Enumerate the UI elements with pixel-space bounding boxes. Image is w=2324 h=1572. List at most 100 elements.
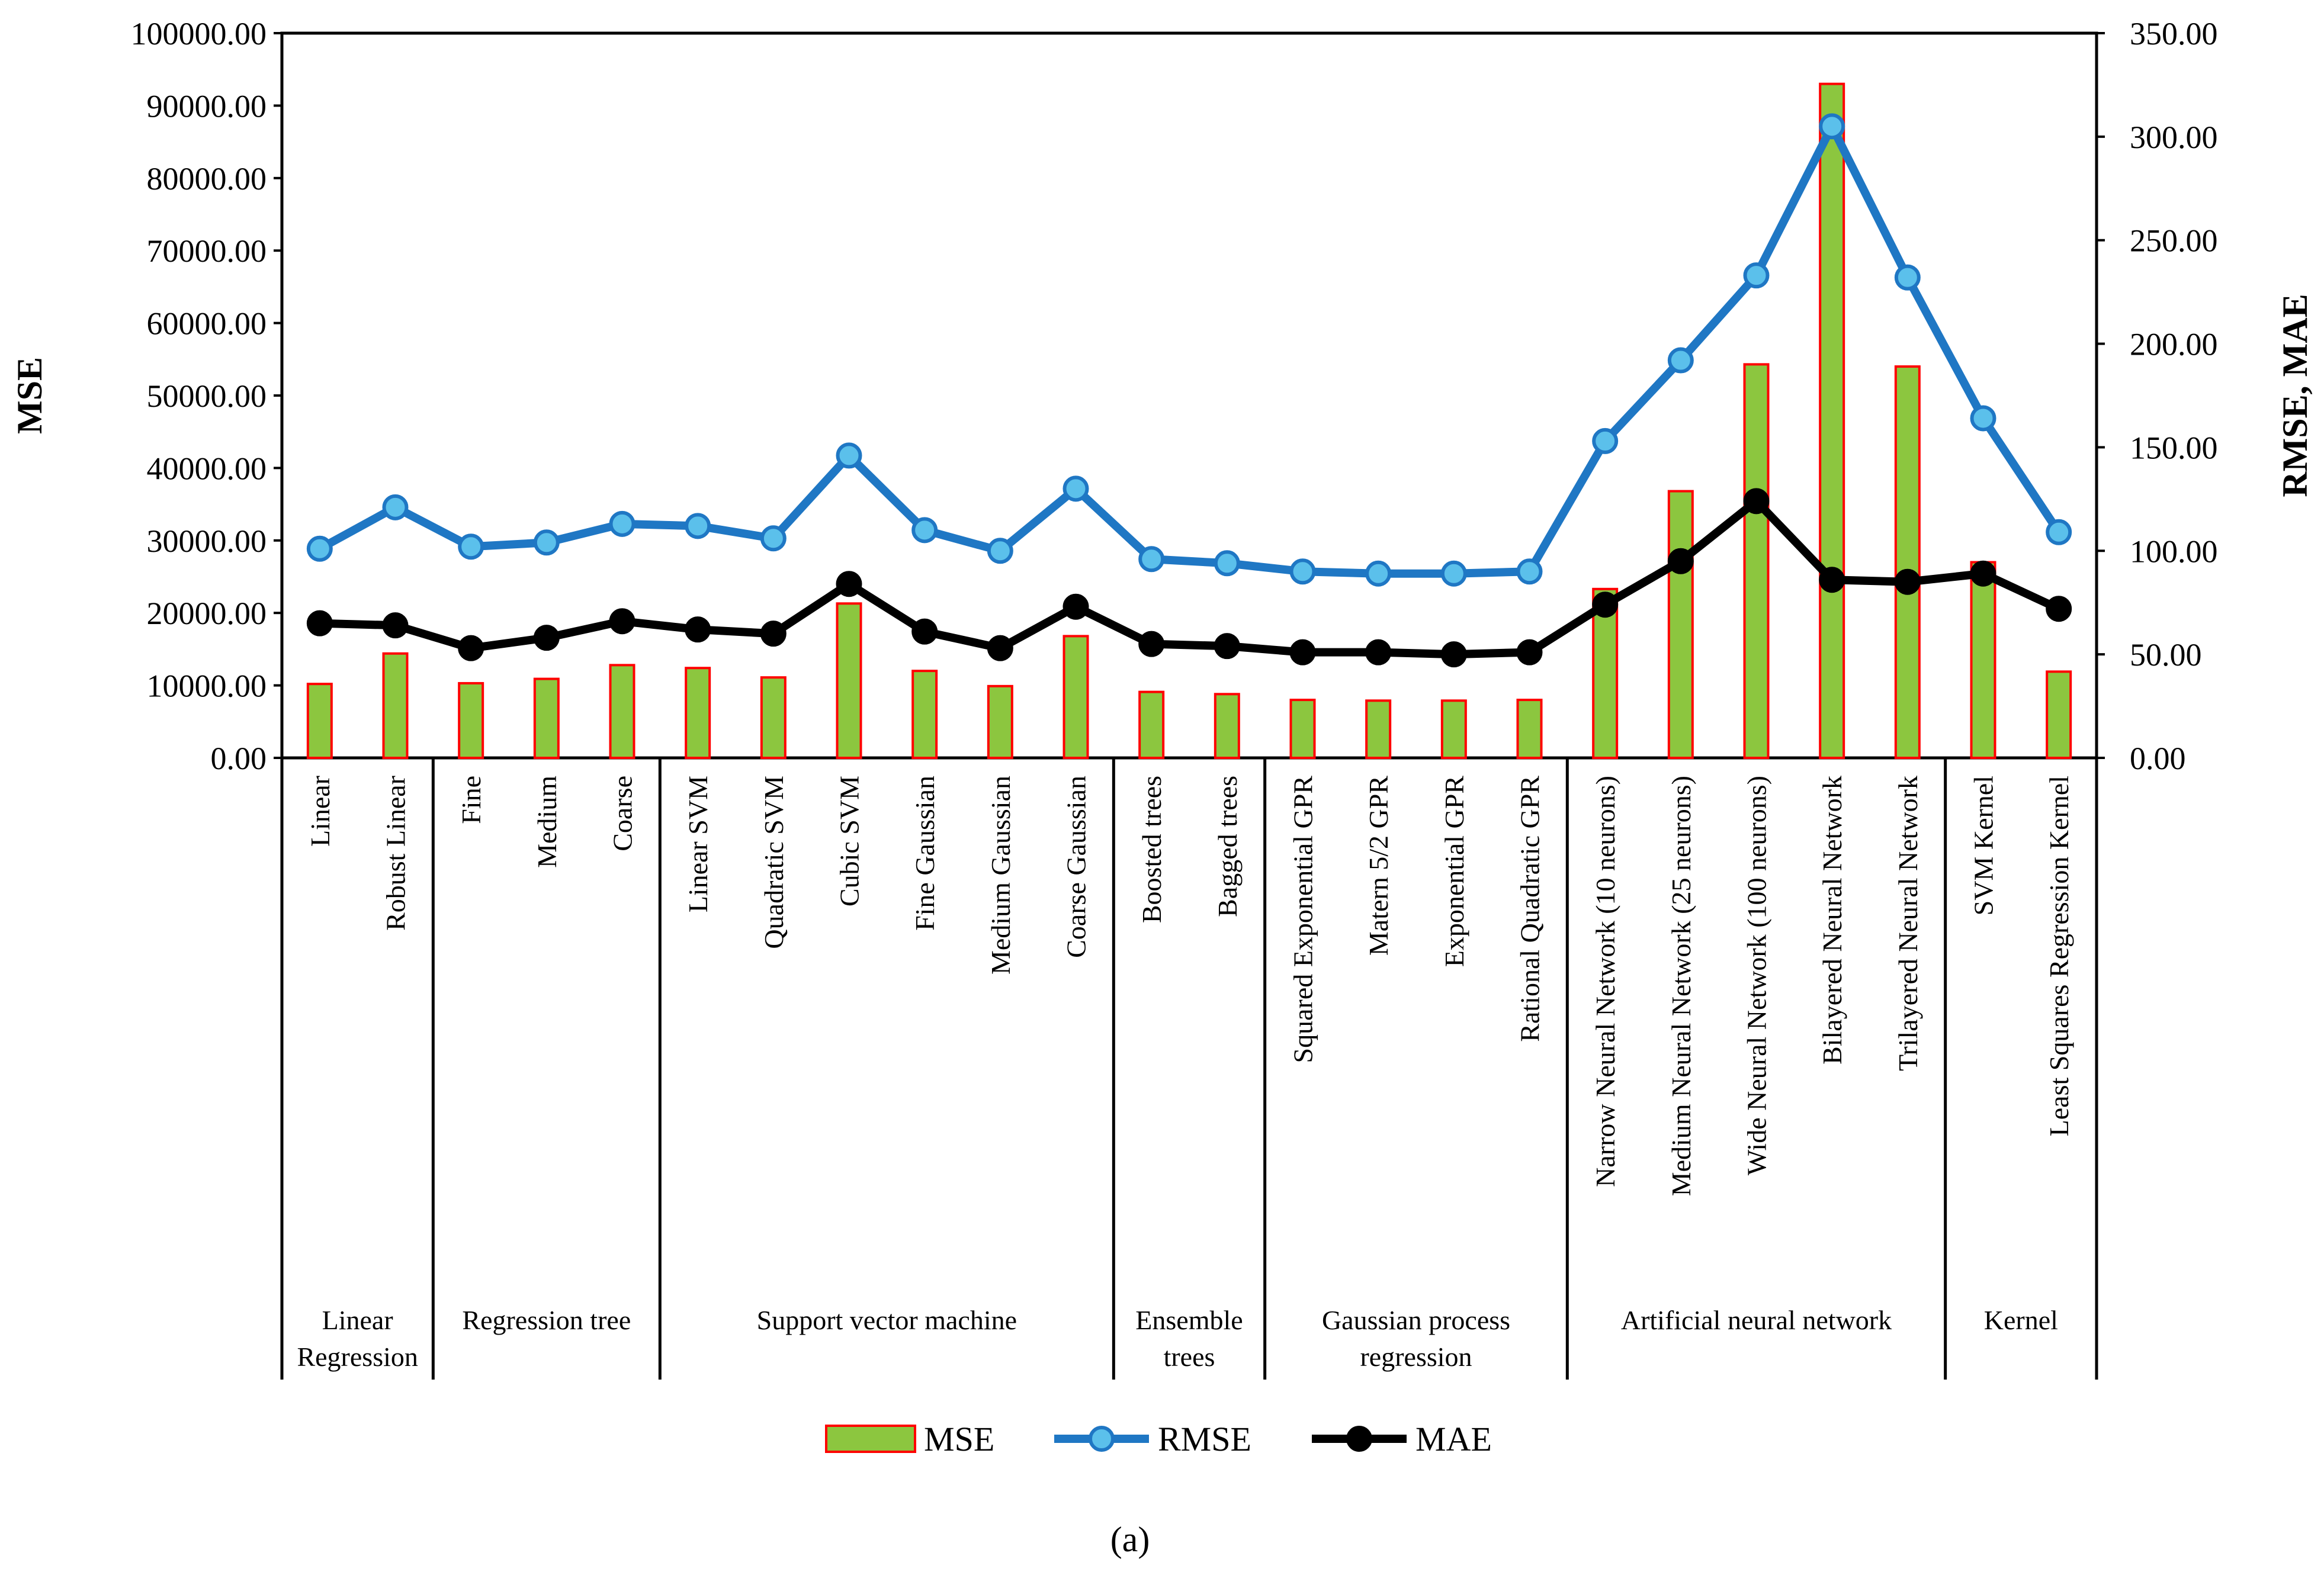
category-label-medium-neural-network-25-neurons: Medium Neural Network (25 neurons)	[1666, 776, 1696, 1196]
left-axis-tick-label: 80000.00	[147, 161, 267, 197]
mae-point	[1365, 639, 1392, 666]
left-axis-tick-label: 100000.00	[131, 16, 267, 52]
left-axis-tick-label: 10000.00	[147, 668, 267, 704]
mse-bar-fine-gaussian	[911, 670, 938, 759]
group-label-gaussian-process-regression: Gaussian process regression	[1322, 1305, 1510, 1372]
mae-point	[1592, 591, 1619, 618]
rmse-point	[1365, 560, 1392, 587]
category-label-linear: Linear	[305, 776, 335, 847]
category-label-medium-gaussian: Medium Gaussian	[986, 776, 1016, 975]
left-axis-tick-label: 0.00	[211, 741, 267, 776]
group-label-regression-tree: Regression tree	[462, 1305, 631, 1335]
mse-bar-svm-kernel	[1970, 561, 1996, 760]
right-axis-tick-label: 100.00	[2130, 533, 2218, 569]
mae-point	[1894, 568, 1921, 595]
left-axis-tick-label: 40000.00	[147, 451, 267, 486]
mae-point	[1516, 639, 1543, 666]
rmse-point	[609, 510, 635, 537]
group-label-line: Gaussian process	[1322, 1305, 1510, 1335]
mse-bar-rational-quadratic-gpr	[1516, 699, 1543, 759]
group-label-line: Linear	[322, 1305, 393, 1335]
category-label-wide-neural-network-100-neurons: Wide Neural Network (100 neurons)	[1742, 776, 1772, 1175]
mse-bar-linear-svm	[685, 667, 711, 759]
rmse-point	[1063, 475, 1089, 502]
mae-point	[1063, 593, 1089, 620]
mae-point	[836, 571, 862, 597]
mae-point	[1440, 641, 1467, 668]
group-label-line: Artificial neural network	[1621, 1305, 1892, 1335]
rmse-point	[1667, 347, 1694, 374]
rmse-point	[1819, 113, 1845, 140]
rmse-point	[1440, 560, 1467, 587]
mse-bar-least-squares-regression-kernel	[2046, 670, 2072, 759]
mse-bar-squared-exponential-gpr	[1289, 699, 1316, 759]
category-label-fine-gaussian: Fine Gaussian	[910, 776, 940, 931]
group-label-artificial-neural-network: Artificial neural network	[1621, 1305, 1892, 1335]
axes: 0.00 10000.00 20000.00 30000.00 40000.00 5000…	[131, 16, 2218, 1380]
category-label-quadratic-svm: Quadratic SVM	[759, 776, 789, 949]
figure-caption: (a)	[1110, 1520, 1150, 1559]
rmse-line	[317, 122, 2062, 578]
left-axis-tick-label: 70000.00	[147, 233, 267, 269]
mae-point	[609, 608, 635, 635]
mae-point	[760, 621, 787, 647]
mae-point	[1819, 567, 1845, 593]
mae-point	[458, 635, 484, 661]
mse-bar-quadratic-svm	[760, 676, 787, 759]
category-label-matern-5-2-gpr: Matern 5/2 GPR	[1363, 776, 1394, 956]
left-axis-tick-label: 20000.00	[147, 596, 267, 631]
mae-point	[1138, 631, 1165, 657]
category-label-narrow-neural-network-10-neurons: Narrow Neural Network (10 neurons)	[1590, 776, 1620, 1187]
mse-bar-trilayered-neural-network	[1894, 365, 1921, 759]
category-label-fine: Fine	[456, 776, 486, 824]
mae-point	[382, 612, 409, 639]
rmse-point	[1214, 550, 1240, 577]
category-label-squared-exponential-gpr: Squared Exponential GPR	[1288, 776, 1318, 1063]
mae-point	[306, 610, 333, 636]
group-label-line: Support vector machine	[757, 1305, 1017, 1335]
group-label-line: trees	[1164, 1342, 1215, 1372]
mse-bars	[306, 82, 2072, 760]
rmse-point	[1970, 405, 1996, 432]
mae-point	[1214, 633, 1240, 660]
right-axis-tick-label: 150.00	[2130, 430, 2218, 465]
category-label-rational-quadratic-gpr: Rational Quadratic GPR	[1515, 776, 1545, 1042]
mse-bar-bagged-trees	[1214, 693, 1240, 759]
category-label-coarse: Coarse	[608, 776, 638, 851]
right-axis-tick-label: 0.00	[2130, 741, 2186, 776]
left-axis-tick-label: 50000.00	[147, 378, 267, 414]
mse-bar-matern-5-2-gpr	[1365, 699, 1392, 759]
group-label-line: Regression	[297, 1342, 418, 1372]
mse-bar-cubic-svm	[836, 602, 862, 760]
group-label-line: regression	[1360, 1342, 1472, 1372]
mse-bar-bilayered-neural-network	[1819, 82, 1845, 759]
rmse-point	[306, 535, 333, 562]
rmse-point	[987, 538, 1013, 564]
mse-bar-boosted-trees	[1138, 690, 1165, 759]
rmse-point	[685, 513, 711, 539]
left-axis-title: MSE	[10, 357, 49, 434]
rmse-point	[911, 517, 938, 544]
mae-point	[685, 616, 711, 643]
mse-bar-medium	[533, 677, 560, 759]
rmse-point	[1894, 264, 1921, 291]
series-lines	[306, 113, 2072, 668]
right-axis-tick-label: 300.00	[2130, 120, 2218, 155]
category-label-linear-svm: Linear SVM	[683, 776, 713, 912]
left-axis-tick-label: 30000.00	[147, 523, 267, 559]
category-label-cubic-svm: Cubic SVM	[834, 776, 865, 906]
rmse-point	[1289, 558, 1316, 585]
right-axis-tick-label: 200.00	[2130, 327, 2218, 362]
rmse-point	[1516, 558, 1543, 585]
rmse-point	[1138, 546, 1165, 573]
mse-bar-coarse-gaussian	[1063, 635, 1089, 760]
category-label-trilayered-neural-network: Trilayered Neural Network	[1893, 776, 1923, 1071]
rmse-point	[1592, 427, 1619, 454]
right-axis-tick-label: 50.00	[2130, 637, 2202, 673]
category-label-boosted-trees: Boosted trees	[1137, 776, 1167, 923]
category-label-least-squares-regression-kernel: Least Squares Regression Kernel	[2044, 776, 2074, 1136]
right-axis-tick-label: 350.00	[2130, 16, 2218, 52]
mae-point	[911, 618, 938, 645]
mae-point	[1289, 639, 1316, 666]
